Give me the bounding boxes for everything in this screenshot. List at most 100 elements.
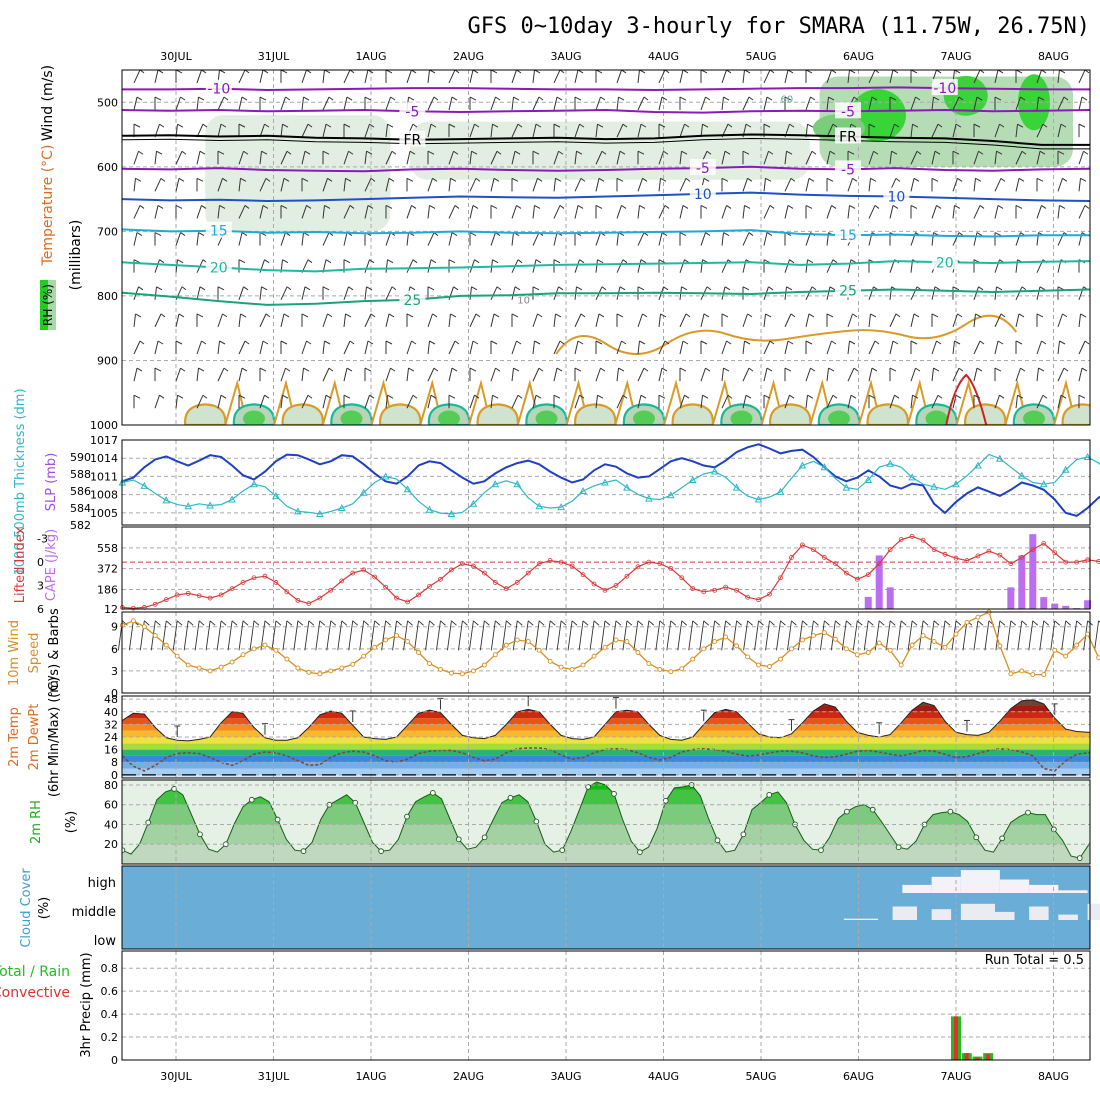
surface-wind-barb-flag — [407, 620, 413, 626]
wind-speed-marker — [1019, 668, 1025, 674]
cape-tick-label: 558 — [97, 542, 118, 555]
wind-barb — [826, 368, 829, 382]
wind-barb-flag — [936, 205, 942, 209]
wind-barb — [280, 313, 285, 328]
wind-barb — [343, 313, 346, 327]
wind-barb-flag — [160, 313, 166, 318]
wind-barb-flag — [790, 313, 796, 318]
wind-barb — [910, 124, 913, 138]
wind-barb-flag — [642, 177, 648, 182]
lifted-index-marker — [262, 573, 268, 579]
surface-wind-barb-flag — [560, 620, 567, 626]
surface-wind-barb-flag — [330, 620, 337, 626]
wind-barb — [637, 259, 642, 273]
wind-tick-label: 3 — [111, 665, 118, 678]
wind-barb-flag — [618, 367, 625, 372]
lifted-index-marker — [909, 533, 915, 539]
wind-barb — [616, 205, 622, 219]
wind-speed-marker — [854, 652, 860, 658]
slp-line — [122, 443, 1100, 517]
surface-wind-barb — [1028, 620, 1034, 651]
lifted-index-marker — [854, 576, 860, 582]
wind-barb-flag — [1017, 123, 1024, 128]
wind-barb — [322, 70, 325, 83]
wind-speed-marker — [635, 650, 641, 655]
wind-barb — [805, 367, 811, 382]
wind-barb — [973, 232, 978, 246]
wind-barb — [616, 232, 619, 246]
lifted-index-marker — [1052, 550, 1058, 556]
wind-barb-flag — [217, 150, 225, 155]
humid-core — [438, 410, 460, 425]
wind-barb-flag — [304, 150, 311, 155]
surface-wind-barb — [293, 620, 299, 651]
wind-barb — [448, 313, 451, 327]
wind-barb-flag — [159, 394, 165, 399]
wind-barb-flag — [177, 259, 184, 264]
precip-panel-frame — [121, 950, 1091, 1061]
surface-wind-barb — [534, 620, 540, 651]
date-tick-label: 8AUG — [1038, 50, 1069, 63]
wind-barb — [133, 96, 138, 111]
wind-barb-flag — [706, 150, 712, 155]
wind-speed-marker — [876, 640, 882, 646]
wind-barb — [343, 178, 346, 192]
wind-barb-flag — [238, 123, 246, 128]
wind-barb-flag — [1063, 96, 1069, 101]
wind-barb-flag — [747, 177, 753, 182]
wind-barb — [637, 96, 645, 111]
surface-wind-barb — [1061, 620, 1067, 651]
wind-barb-flag — [1078, 394, 1086, 399]
wind-speed-marker — [1096, 655, 1100, 661]
temp-tick-label: 0 — [111, 769, 118, 782]
thickness-marker — [184, 502, 193, 510]
wind-barb — [1036, 395, 1044, 409]
wind-barb-flag — [805, 205, 813, 209]
wind-barb — [217, 205, 220, 219]
humid-bump — [964, 403, 1007, 425]
rh-marker — [404, 813, 410, 820]
surface-wind-barb-flag — [527, 620, 534, 626]
lifted-index-marker — [240, 580, 246, 585]
wind-barb — [490, 96, 496, 111]
wind-barb — [742, 205, 745, 219]
surface-wind-barb — [622, 620, 628, 651]
lifted-index-marker — [1096, 558, 1100, 564]
wind-barb — [721, 70, 727, 84]
wind-barb — [931, 368, 934, 382]
wind-barb — [175, 178, 180, 192]
wind-barb — [553, 340, 561, 355]
surface-wind-barb-flag — [122, 620, 128, 626]
wind-barb-flag — [390, 367, 396, 372]
surface-wind-barb-flag — [1065, 620, 1071, 626]
lifted-index-marker — [624, 573, 630, 579]
wind-barb-flag — [511, 313, 519, 318]
wind-barb-flag — [1059, 205, 1066, 209]
temperature-band — [122, 724, 1090, 731]
wind-barb — [196, 395, 204, 409]
wind-barb — [364, 178, 372, 192]
wind-barb — [280, 151, 288, 165]
thickness-marker — [403, 485, 412, 493]
wind-barb-flag — [658, 123, 666, 128]
wind-barb-flag — [997, 205, 1004, 209]
wind-barb-flag — [595, 205, 603, 209]
wind-barb — [679, 151, 682, 165]
lifted-index-marker — [492, 580, 498, 585]
wind-barb — [217, 395, 222, 409]
li-axis-label: Lifted Index — [13, 526, 28, 603]
wind-barb — [721, 96, 724, 111]
wind-barb-flag — [724, 286, 731, 291]
minmax-axis-label: (6hr Min/Max) (°C) — [47, 677, 62, 797]
precip-tick-label: 0.4 — [101, 1008, 119, 1021]
rh-legend-swatch — [48, 280, 56, 330]
cape-bar — [1084, 600, 1092, 609]
surface-wind-barb — [128, 620, 134, 651]
wind-barb — [448, 96, 453, 111]
lifted-index-marker — [163, 597, 169, 603]
wind-barb — [847, 313, 853, 328]
surface-wind-barb-flag — [275, 620, 282, 626]
wind-barb — [448, 367, 453, 382]
wind-barb — [574, 178, 582, 192]
